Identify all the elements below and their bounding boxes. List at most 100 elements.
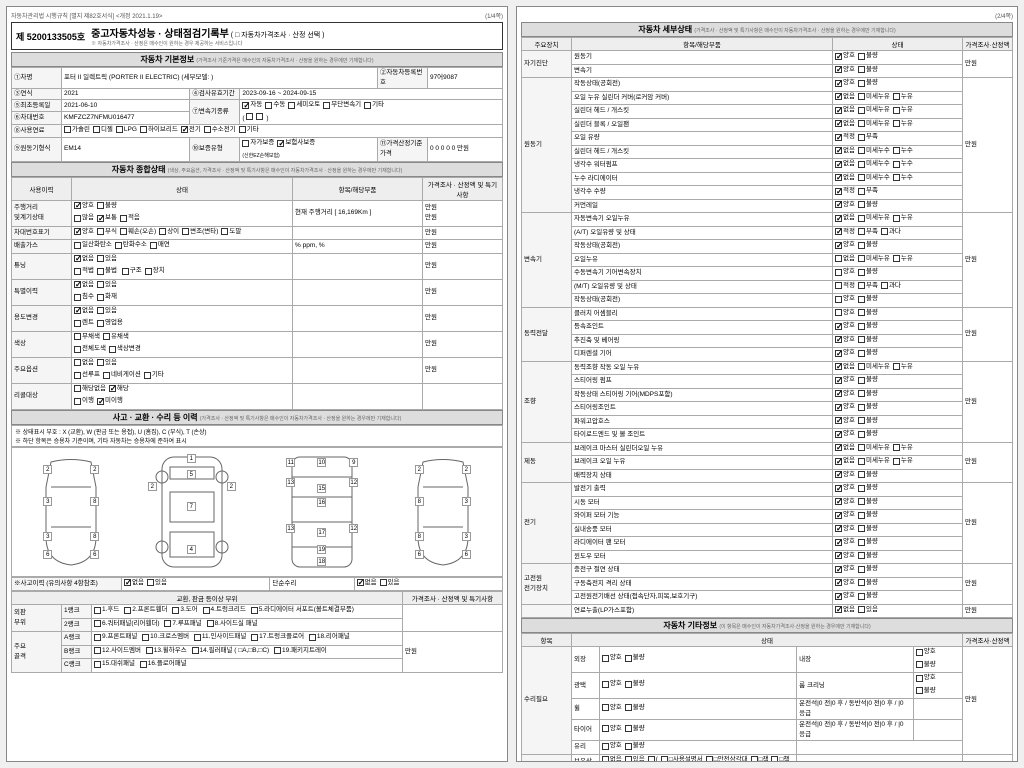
checkbox[interactable]: 누수 bbox=[893, 159, 913, 169]
checkbox[interactable]: 누유 bbox=[893, 443, 913, 453]
checkbox[interactable]: 누수 bbox=[893, 173, 913, 183]
checkbox[interactable]: 불량 bbox=[858, 321, 878, 331]
checkbox[interactable]: 색상변경 bbox=[109, 344, 141, 354]
checkbox[interactable]: 14.필러패널 ( □A,□B,□C) bbox=[192, 646, 270, 656]
checkbox[interactable]: 불량 bbox=[858, 429, 878, 439]
checkbox[interactable]: 적정 bbox=[835, 132, 855, 142]
checkbox[interactable]: 누유 bbox=[893, 362, 913, 372]
checkbox[interactable]: 15.대쉬패널 bbox=[94, 659, 135, 669]
checkbox[interactable]: 불량 bbox=[858, 308, 878, 318]
checkbox[interactable]: 기타 bbox=[144, 370, 164, 380]
checkbox[interactable]: 불량 bbox=[858, 240, 878, 250]
checkbox[interactable]: 양호 bbox=[835, 591, 855, 601]
checkbox[interactable] bbox=[246, 113, 253, 120]
checkbox[interactable]: 불량 bbox=[97, 201, 117, 211]
checkbox[interactable]: 불량 bbox=[858, 200, 878, 210]
checkbox[interactable]: 전기 bbox=[181, 125, 201, 135]
checkbox[interactable]: 13.휠하우스 bbox=[146, 646, 187, 656]
checkbox[interactable]: 불법 bbox=[97, 266, 117, 276]
checkbox[interactable]: 부족 bbox=[858, 132, 878, 142]
checkbox[interactable]: 미세누유 bbox=[858, 213, 890, 223]
checkbox[interactable]: 적정 bbox=[835, 281, 855, 291]
checkbox[interactable]: 12.사이드멤버 bbox=[94, 646, 141, 656]
checkbox[interactable]: 침수 bbox=[74, 292, 94, 302]
checkbox[interactable]: 없음 bbox=[835, 159, 855, 169]
checkbox[interactable]: 누유 bbox=[893, 213, 913, 223]
checkbox[interactable]: 7.루프패널 bbox=[164, 619, 201, 629]
checkbox[interactable]: 미세누수 bbox=[858, 159, 890, 169]
checkbox[interactable]: 있음 bbox=[858, 605, 878, 615]
checkbox[interactable]: 미세누유 bbox=[858, 254, 890, 264]
checkbox[interactable]: 부식 bbox=[97, 227, 117, 237]
checkbox[interactable]: 일산화탄소 bbox=[74, 240, 112, 250]
checkbox[interactable]: 미세누유 bbox=[858, 443, 890, 453]
checkbox[interactable]: 매연 bbox=[150, 240, 170, 250]
checkbox[interactable]: 양호 bbox=[835, 564, 855, 574]
checkbox[interactable]: 누수 bbox=[893, 146, 913, 156]
checkbox[interactable]: 양호 bbox=[835, 51, 855, 61]
checkbox[interactable]: 없음 bbox=[835, 443, 855, 453]
checkbox[interactable]: 16.플로어패널 bbox=[140, 659, 187, 669]
checkbox[interactable]: 2.프론트휀더 bbox=[124, 605, 167, 615]
checkbox[interactable]: 없음 bbox=[835, 213, 855, 223]
checkbox[interactable]: 적음 bbox=[120, 213, 140, 223]
checkbox[interactable]: 전체도색 bbox=[74, 344, 106, 354]
checkbox[interactable]: 많음 bbox=[74, 213, 94, 223]
checkbox[interactable]: 미세누유 bbox=[858, 362, 890, 372]
checkbox[interactable]: 없음 bbox=[835, 119, 855, 129]
checkbox[interactable]: 부족 bbox=[858, 281, 878, 291]
checkbox[interactable]: 양호 bbox=[835, 267, 855, 277]
checkbox[interactable]: 양호 bbox=[835, 402, 855, 412]
checkbox[interactable]: 부족 bbox=[858, 186, 878, 196]
checkbox[interactable]: 양호 bbox=[835, 429, 855, 439]
checkbox[interactable]: 불량 bbox=[625, 703, 645, 713]
checkbox[interactable]: 8.사이드실 패널 bbox=[207, 619, 258, 629]
checkbox[interactable]: 불량 bbox=[858, 591, 878, 601]
checkbox[interactable]: 영업용 bbox=[97, 318, 123, 328]
checkbox[interactable]: 없음 bbox=[602, 755, 622, 763]
checkbox[interactable]: 디젤 bbox=[93, 125, 113, 135]
checkbox[interactable]: 없음 bbox=[74, 358, 94, 368]
checkbox[interactable]: 양호 bbox=[602, 741, 622, 751]
checkbox[interactable]: 기타 bbox=[364, 100, 384, 110]
checkbox[interactable]: 무채색 bbox=[74, 332, 100, 342]
checkbox[interactable]: 없음 bbox=[835, 105, 855, 115]
checkbox[interactable]: 양호 bbox=[835, 308, 855, 318]
checkbox[interactable]: 해당 bbox=[109, 384, 129, 394]
checkbox[interactable]: 양호 bbox=[835, 578, 855, 588]
checkbox[interactable]: 양호 bbox=[74, 201, 94, 211]
checkbox[interactable]: 해당없음 bbox=[74, 384, 106, 394]
checkbox[interactable]: 없음 bbox=[357, 578, 377, 588]
checkbox[interactable]: 양호 bbox=[835, 200, 855, 210]
checkbox[interactable]: 불량 bbox=[858, 416, 878, 426]
checkbox[interactable]: 있음 bbox=[97, 358, 117, 368]
checkbox[interactable] bbox=[256, 113, 263, 120]
checkbox[interactable]: 미세누유 bbox=[858, 119, 890, 129]
checkbox[interactable]: 불량 bbox=[858, 564, 878, 574]
checkbox[interactable]: 1.후드 bbox=[94, 605, 119, 615]
checkbox[interactable]: 없음 bbox=[74, 254, 94, 264]
checkbox[interactable]: 미세누수 bbox=[858, 173, 890, 183]
checkbox[interactable]: 있음 bbox=[380, 578, 400, 588]
checkbox[interactable]: 불량 bbox=[858, 335, 878, 345]
checkbox[interactable]: 누유 bbox=[893, 119, 913, 129]
checkbox[interactable]: 미세누유 bbox=[858, 105, 890, 115]
checkbox[interactable]: 양호 bbox=[835, 335, 855, 345]
checkbox[interactable]: 없음 bbox=[835, 146, 855, 156]
checkbox[interactable]: 없음 bbox=[835, 92, 855, 102]
checkbox[interactable]: 불량 bbox=[858, 78, 878, 88]
checkbox[interactable]: 없음 bbox=[74, 306, 94, 316]
checkbox[interactable]: 양호 bbox=[835, 321, 855, 331]
checkbox[interactable]: 있음 bbox=[97, 254, 117, 264]
checkbox[interactable]: 장치 bbox=[145, 266, 165, 276]
checkbox[interactable]: ( bbox=[648, 755, 658, 763]
checkbox[interactable]: 불량 bbox=[625, 741, 645, 751]
checkbox[interactable]: 양호 bbox=[916, 647, 936, 657]
checkbox[interactable]: 미세누유 bbox=[858, 92, 890, 102]
checkbox[interactable]: 18.리어패널 bbox=[309, 632, 350, 642]
checkbox[interactable]: 양호 bbox=[835, 389, 855, 399]
checkbox[interactable]: 불량 bbox=[858, 389, 878, 399]
checkbox[interactable]: 불량 bbox=[858, 470, 878, 480]
checkbox[interactable]: 양호 bbox=[835, 294, 855, 304]
checkbox[interactable]: 과다 bbox=[881, 227, 901, 237]
